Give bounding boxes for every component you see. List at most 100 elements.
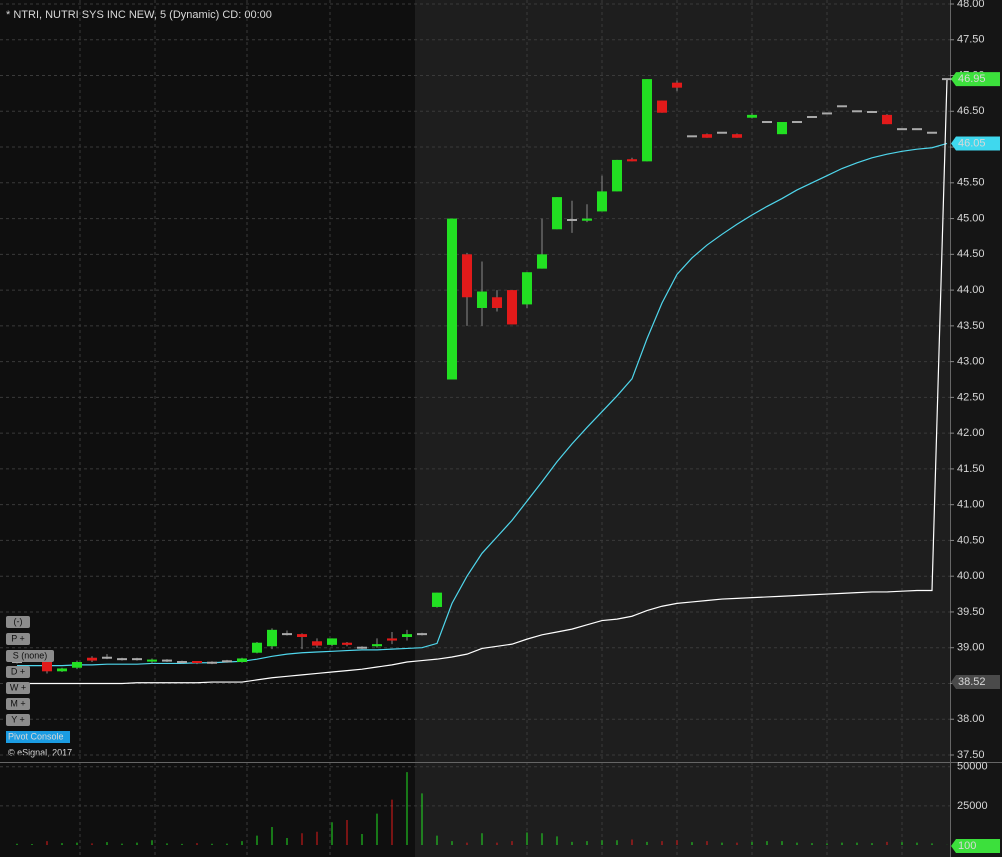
candle-body (612, 159, 622, 192)
candle-body (177, 661, 187, 664)
candle-body (537, 254, 547, 269)
button-bg (6, 650, 54, 662)
volume-bg (0, 763, 415, 857)
button-label: D + (11, 666, 25, 676)
candle-body (822, 112, 832, 115)
y-tick-label: 42.50 (957, 391, 985, 403)
y-tick-label: 47.50 (957, 34, 985, 46)
panel-button[interactable]: S (none) (6, 650, 54, 662)
price-marker: 46.05 (951, 136, 1000, 151)
vertical-grid (79, 0, 903, 857)
button-label: W + (10, 682, 26, 692)
candle-body (702, 134, 712, 138)
candle-body (567, 219, 577, 222)
volume-bg (415, 763, 950, 857)
candle-body (297, 634, 307, 637)
candle-body (327, 638, 337, 645)
y-tick-label: 45.00 (957, 212, 985, 224)
candle-body (402, 634, 412, 637)
candle-body (657, 100, 667, 113)
button-bg (6, 682, 30, 694)
candle-body (597, 191, 607, 212)
y-tick-label: 25000 (957, 800, 988, 812)
marker-box (951, 72, 1000, 87)
candle-body (252, 642, 262, 653)
button-label: M + (10, 698, 25, 708)
y-tick-label: 38.00 (957, 713, 985, 725)
candle-body (627, 159, 637, 162)
candle-body (897, 128, 907, 131)
candle-body (477, 291, 487, 308)
panel-button[interactable]: D + (6, 666, 30, 678)
marker-box (951, 675, 1000, 690)
candle-body (747, 114, 757, 118)
marker-label: 100 (958, 840, 976, 852)
candle-body (282, 633, 292, 636)
candle-body (447, 218, 457, 380)
candle-body (147, 659, 157, 662)
study-line (17, 142, 948, 667)
candle-body (882, 114, 892, 125)
candle-body (267, 629, 277, 647)
button-label: (-) (14, 616, 23, 626)
panel-button[interactable]: W + (6, 682, 30, 694)
y-tick-label: 44.50 (957, 248, 985, 260)
candle-body (57, 668, 67, 672)
candle-body (492, 297, 502, 308)
candle-body (72, 662, 82, 668)
candle-body (312, 641, 322, 646)
candle-body (717, 131, 727, 134)
panel-button[interactable]: M + (6, 698, 30, 710)
candle-body (117, 658, 127, 661)
candle-body (42, 660, 52, 672)
panel-button[interactable]: (-) (6, 616, 30, 628)
candle-body (942, 78, 952, 81)
candle-body (777, 122, 787, 135)
candle-body (732, 134, 742, 138)
button-label: P + (11, 633, 25, 643)
candle-body (102, 656, 112, 659)
candle-body (672, 82, 682, 88)
candle-body (462, 254, 472, 298)
study-line (17, 79, 948, 685)
candle-body (927, 131, 937, 134)
candle-body (387, 638, 397, 641)
candle-body (222, 660, 232, 663)
candle-body (792, 121, 802, 124)
button-bg (6, 666, 30, 678)
y-tick-label: 48.00 (957, 0, 985, 10)
button-label: S (none) (13, 650, 48, 660)
y-tick-label: 45.50 (957, 177, 985, 189)
y-tick-label: 39.50 (957, 606, 985, 618)
candle-body (132, 658, 142, 661)
y-tick-label: 43.50 (957, 320, 985, 332)
candle-body (372, 644, 382, 647)
pivot-console[interactable]: Pivot Console (6, 731, 70, 743)
panel-button[interactable]: Y + (6, 714, 30, 726)
button-bg (6, 616, 30, 628)
marker-label: 46.95 (958, 73, 986, 85)
candle-body (837, 105, 847, 108)
y-tick-label: 43.00 (957, 356, 985, 368)
candle-body (912, 128, 922, 131)
candle-body (162, 659, 172, 662)
candle-body (687, 135, 697, 138)
session-bg (415, 0, 950, 762)
chart-title: * NTRI, NUTRI SYS INC NEW, 5 (Dynamic) C… (6, 9, 272, 21)
button-bg (6, 633, 30, 645)
y-tick-label: 40.00 (957, 570, 985, 582)
button-bg (6, 714, 30, 726)
candle-body (582, 218, 592, 221)
y-tick-label: 44.00 (957, 284, 985, 296)
candle-body (852, 110, 862, 113)
console-label: Pivot Console (8, 731, 64, 741)
panel-button[interactable]: P + (6, 633, 30, 645)
candle-body (762, 121, 772, 124)
candle-body (12, 661, 22, 664)
price-marker: 38.52 (951, 675, 1000, 690)
marker-label: 38.52 (958, 676, 986, 688)
price-marker: 46.95 (951, 72, 1000, 87)
y-tick-label: 42.00 (957, 427, 985, 439)
candle-body (342, 642, 352, 645)
candle-body (867, 111, 877, 114)
